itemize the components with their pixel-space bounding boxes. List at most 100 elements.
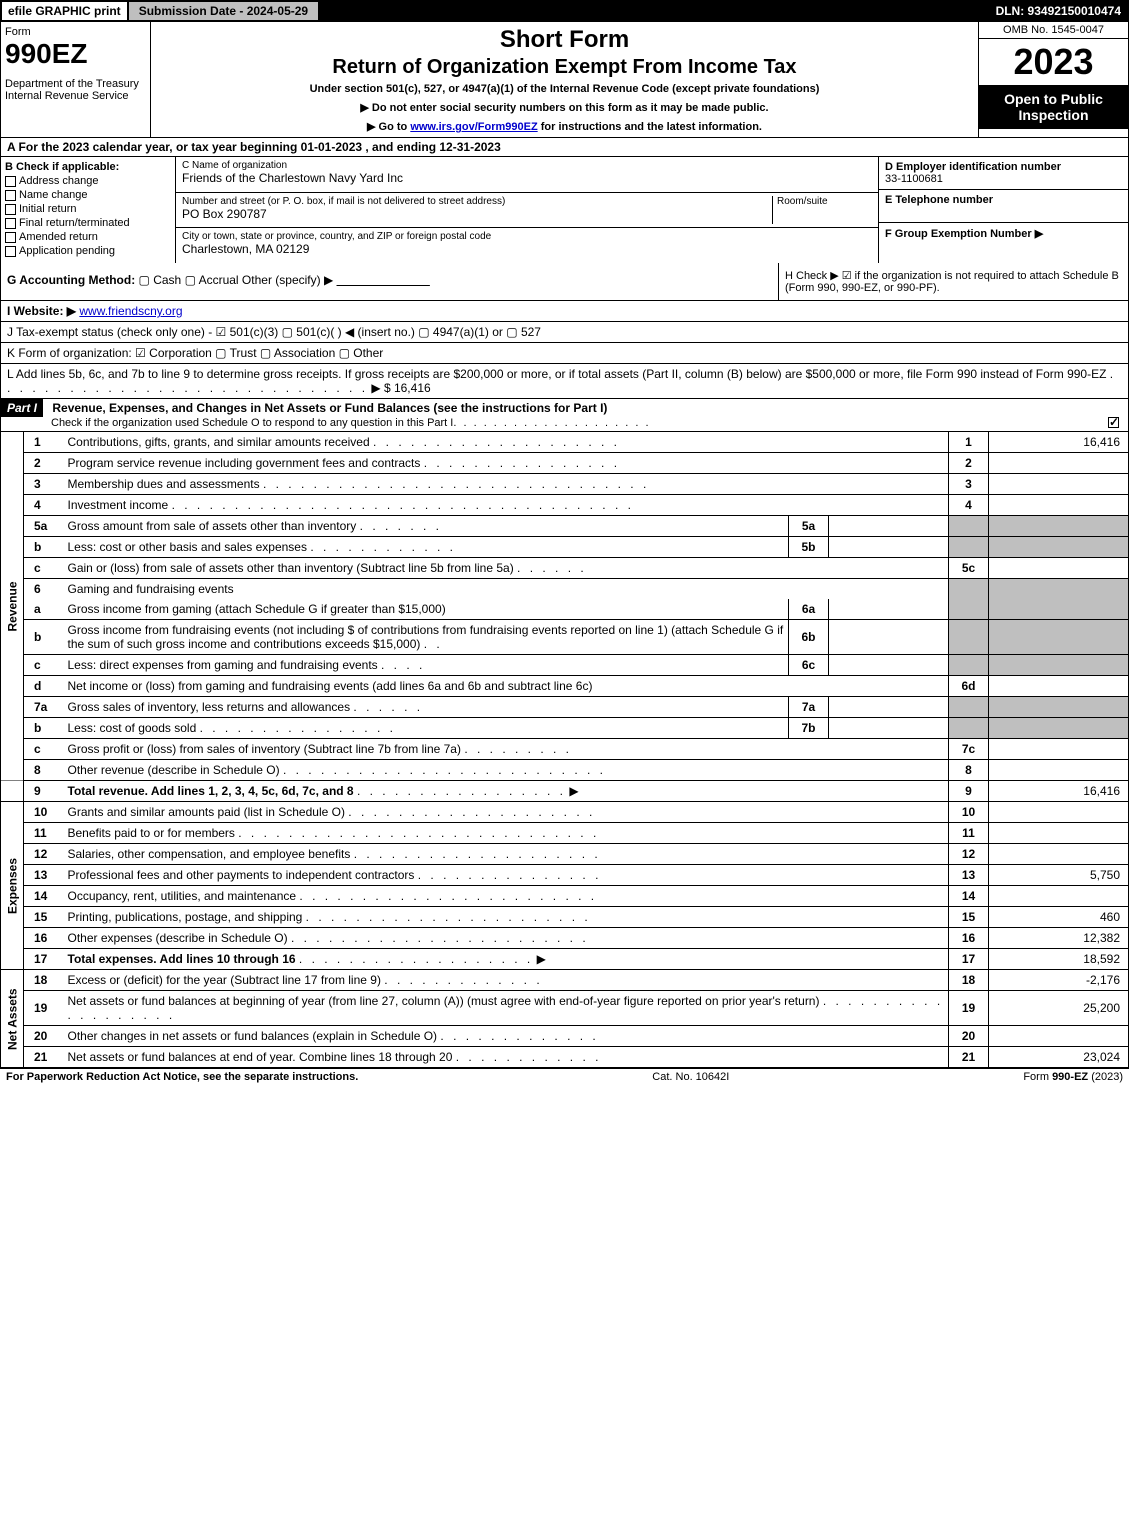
line-19-val: 25,200: [989, 991, 1129, 1026]
line-6a-desc: Gross income from gaming (attach Schedul…: [64, 599, 789, 620]
line-5c-num: c: [24, 558, 64, 579]
form-label: Form: [5, 26, 146, 38]
line-6c-num: c: [24, 655, 64, 676]
line-8-desc: Other revenue (describe in Schedule O) .…: [64, 760, 949, 781]
row-g-h: G Accounting Method: ▢ Cash ▢ Accrual Ot…: [0, 263, 1129, 301]
line-9-num: 9: [24, 781, 64, 802]
revenue-spacer: [1, 781, 24, 802]
b-opt-amended[interactable]: Amended return: [5, 231, 171, 243]
line-19-num: 19: [24, 991, 64, 1026]
line-3-desc: Membership dues and assessments . . . . …: [64, 474, 949, 495]
line-5c-box: 5c: [949, 558, 989, 579]
line-6b-subval: [829, 620, 949, 655]
line-1-val: 16,416: [989, 432, 1129, 453]
line-9-box: 9: [949, 781, 989, 802]
line-7a-num: 7a: [24, 697, 64, 718]
line-14-box: 14: [949, 886, 989, 907]
b-opt-pending[interactable]: Application pending: [5, 245, 171, 257]
line-12-desc: Salaries, other compensation, and employ…: [64, 844, 949, 865]
line-7a-sub: 7a: [789, 697, 829, 718]
line-5b-subval: [829, 537, 949, 558]
form-header: Form 990EZ Department of the Treasury In…: [0, 22, 1129, 137]
b-label: B Check if applicable:: [5, 161, 171, 173]
line-19-box: 19: [949, 991, 989, 1026]
line-6c-sub: 6c: [789, 655, 829, 676]
line-6-num: 6: [24, 579, 64, 600]
c-name-label: C Name of organization: [182, 160, 872, 171]
line-6c-subval: [829, 655, 949, 676]
website-link[interactable]: www.friendscny.org: [79, 304, 182, 318]
line-5b-sub: 5b: [789, 537, 829, 558]
efile-label[interactable]: efile GRAPHIC print: [2, 2, 129, 20]
line-21-num: 21: [24, 1047, 64, 1068]
line-6a-sub: 6a: [789, 599, 829, 620]
revenue-section-label: Revenue: [1, 432, 24, 781]
line-11-box: 11: [949, 823, 989, 844]
line-5a-valshade: [989, 516, 1129, 537]
f-group-label: F Group Exemption Number ▶: [885, 227, 1122, 240]
footer-catno: Cat. No. 10642I: [652, 1071, 729, 1083]
line-9-desc: Total revenue. Add lines 1, 2, 3, 4, 5c,…: [64, 781, 949, 802]
tax-year: 2023: [979, 39, 1128, 85]
line-15-desc: Printing, publications, postage, and shi…: [64, 907, 949, 928]
line-5a-num: 5a: [24, 516, 64, 537]
part-1-label: Part I: [1, 399, 43, 417]
g-label: G Accounting Method:: [7, 273, 135, 287]
line-10-box: 10: [949, 802, 989, 823]
lines-table: Revenue 1 Contributions, gifts, grants, …: [0, 432, 1129, 1068]
header-right: OMB No. 1545-0047 2023 Open to Public In…: [978, 22, 1128, 137]
line-5a-boxshade: [949, 516, 989, 537]
column-c: C Name of organization Friends of the Ch…: [176, 157, 878, 263]
d-ein-value: 33-1100681: [885, 173, 1122, 185]
line-14-val: [989, 886, 1129, 907]
line-2-num: 2: [24, 453, 64, 474]
line-10-val: [989, 802, 1129, 823]
line-1-box: 1: [949, 432, 989, 453]
line-11-val: [989, 823, 1129, 844]
line-7c-num: c: [24, 739, 64, 760]
line-5c-desc: Gain or (loss) from sale of assets other…: [64, 558, 949, 579]
c-street-box: Number and street (or P. O. box, if mail…: [176, 193, 878, 229]
line-1-num: 1: [24, 432, 64, 453]
top-bar: efile GRAPHIC print Submission Date - 20…: [0, 0, 1129, 22]
line-13-box: 13: [949, 865, 989, 886]
line-16-val: 12,382: [989, 928, 1129, 949]
line-13-num: 13: [24, 865, 64, 886]
line-17-desc: Total expenses. Add lines 10 through 16 …: [64, 949, 949, 970]
g-accounting: G Accounting Method: ▢ Cash ▢ Accrual Ot…: [1, 263, 778, 300]
b-opt-initial[interactable]: Initial return: [5, 203, 171, 215]
c-name-box: C Name of organization Friends of the Ch…: [176, 157, 878, 193]
line-10-desc: Grants and similar amounts paid (list in…: [64, 802, 949, 823]
c-street-value: PO Box 290787: [182, 207, 772, 221]
g-other-line[interactable]: [337, 273, 430, 287]
line-3-box: 3: [949, 474, 989, 495]
line-20-desc: Other changes in net assets or fund bala…: [64, 1026, 949, 1047]
expenses-section-label: Expenses: [1, 802, 24, 970]
line-17-num: 17: [24, 949, 64, 970]
instr-goto-post: for instructions and the latest informat…: [541, 121, 762, 133]
omb-number: OMB No. 1545-0047: [979, 22, 1128, 39]
row-a-tax-year: A For the 2023 calendar year, or tax yea…: [0, 137, 1129, 157]
footer-paperwork: For Paperwork Reduction Act Notice, see …: [6, 1071, 358, 1083]
irs-link[interactable]: www.irs.gov/Form990EZ: [410, 121, 537, 133]
b-opt-final[interactable]: Final return/terminated: [5, 217, 171, 229]
line-6b-desc: Gross income from fundraising events (no…: [64, 620, 789, 655]
line-4-val: [989, 495, 1129, 516]
b-opt-name[interactable]: Name change: [5, 189, 171, 201]
line-13-desc: Professional fees and other payments to …: [64, 865, 949, 886]
column-b: B Check if applicable: Address change Na…: [1, 157, 176, 263]
c-name-value: Friends of the Charlestown Navy Yard Inc: [182, 171, 872, 185]
part-1-header: Part I Revenue, Expenses, and Changes in…: [0, 399, 1129, 432]
line-17-val: 18,592: [989, 949, 1129, 970]
line-11-desc: Benefits paid to or for members . . . . …: [64, 823, 949, 844]
line-7c-val: [989, 739, 1129, 760]
line-6d-num: d: [24, 676, 64, 697]
line-12-val: [989, 844, 1129, 865]
c-city-value: Charlestown, MA 02129: [182, 242, 872, 256]
b-opt-address[interactable]: Address change: [5, 175, 171, 187]
line-20-num: 20: [24, 1026, 64, 1047]
row-k-org-form: K Form of organization: ☑ Corporation ▢ …: [0, 343, 1129, 364]
part-1-checkbox[interactable]: [1108, 417, 1119, 428]
part-1-check-text: Check if the organization used Schedule …: [51, 417, 453, 429]
line-5a-subval: [829, 516, 949, 537]
